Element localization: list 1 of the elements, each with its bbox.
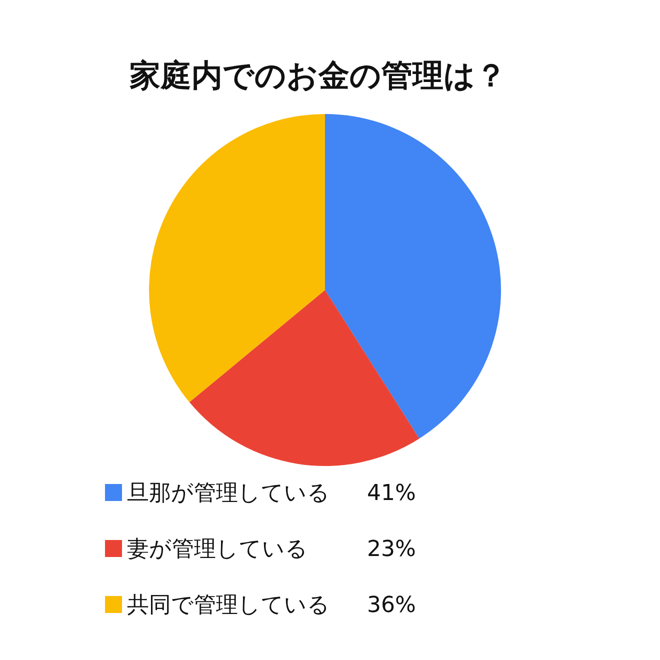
title: 家庭内でのお金の管理は？ xyxy=(130,58,506,94)
